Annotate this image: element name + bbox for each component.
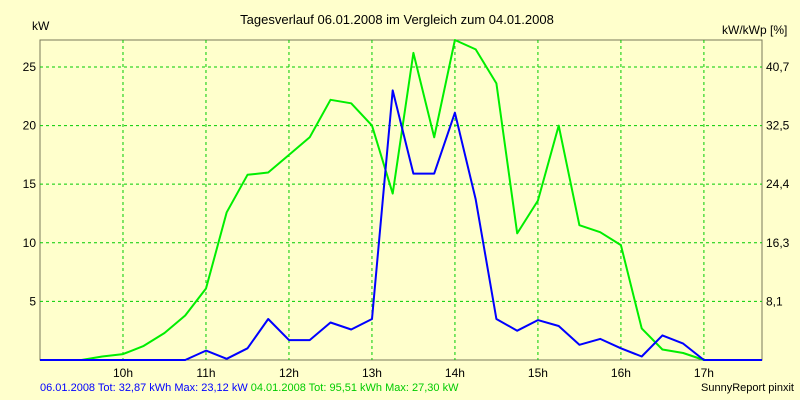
series-line-06-01-2008 — [40, 89, 762, 361]
x-tick-label: 13h — [362, 366, 382, 380]
chart-title: Tagesverlauf 06.01.2008 im Vergleich zum… — [240, 12, 554, 27]
y-tick-label-left: 20 — [23, 119, 37, 133]
footer-blue-stats: 06.01.2008 Tot: 32,87 kWh Max: 23,12 kW — [40, 382, 248, 394]
y-tick-label-left: 10 — [23, 236, 37, 250]
footer-green-stats: 04.01.2008 Tot: 95,51 kWh Max: 27,30 kW — [250, 382, 459, 394]
x-tick-label: 12h — [279, 366, 299, 380]
y-tick-label-left: 5 — [29, 294, 36, 308]
y-tick-label-right: 16,3 — [766, 236, 790, 250]
x-tick-label: 10h — [113, 366, 133, 380]
y-tick-label-right: 40,7 — [766, 60, 790, 74]
x-tick-label: 16h — [611, 366, 631, 380]
y-tick-label-right: 8,1 — [766, 294, 783, 308]
x-tick-label: 17h — [694, 366, 714, 380]
footer-credit: SunnyReport pinxit — [701, 382, 794, 394]
series-line-04-01-2008 — [40, 39, 762, 361]
x-tick-label: 14h — [445, 366, 465, 380]
plot-frame — [39, 39, 763, 361]
x-tick-label: 11h — [196, 366, 215, 380]
y-axis-label-right: kW/kWp [%] — [722, 23, 787, 37]
y-tick-label-left: 15 — [23, 177, 37, 191]
y-tick-label-left: 25 — [23, 60, 37, 74]
x-tick-label: 15h — [528, 366, 548, 380]
y-axis-label-left: kW — [32, 19, 50, 33]
footer-stats: 06.01.2008 Tot: 32,87 kWh Max: 23,12 kW … — [40, 382, 458, 394]
y-tick-label-right: 32,5 — [766, 119, 790, 133]
y-tick-label-right: 24,4 — [766, 177, 790, 191]
